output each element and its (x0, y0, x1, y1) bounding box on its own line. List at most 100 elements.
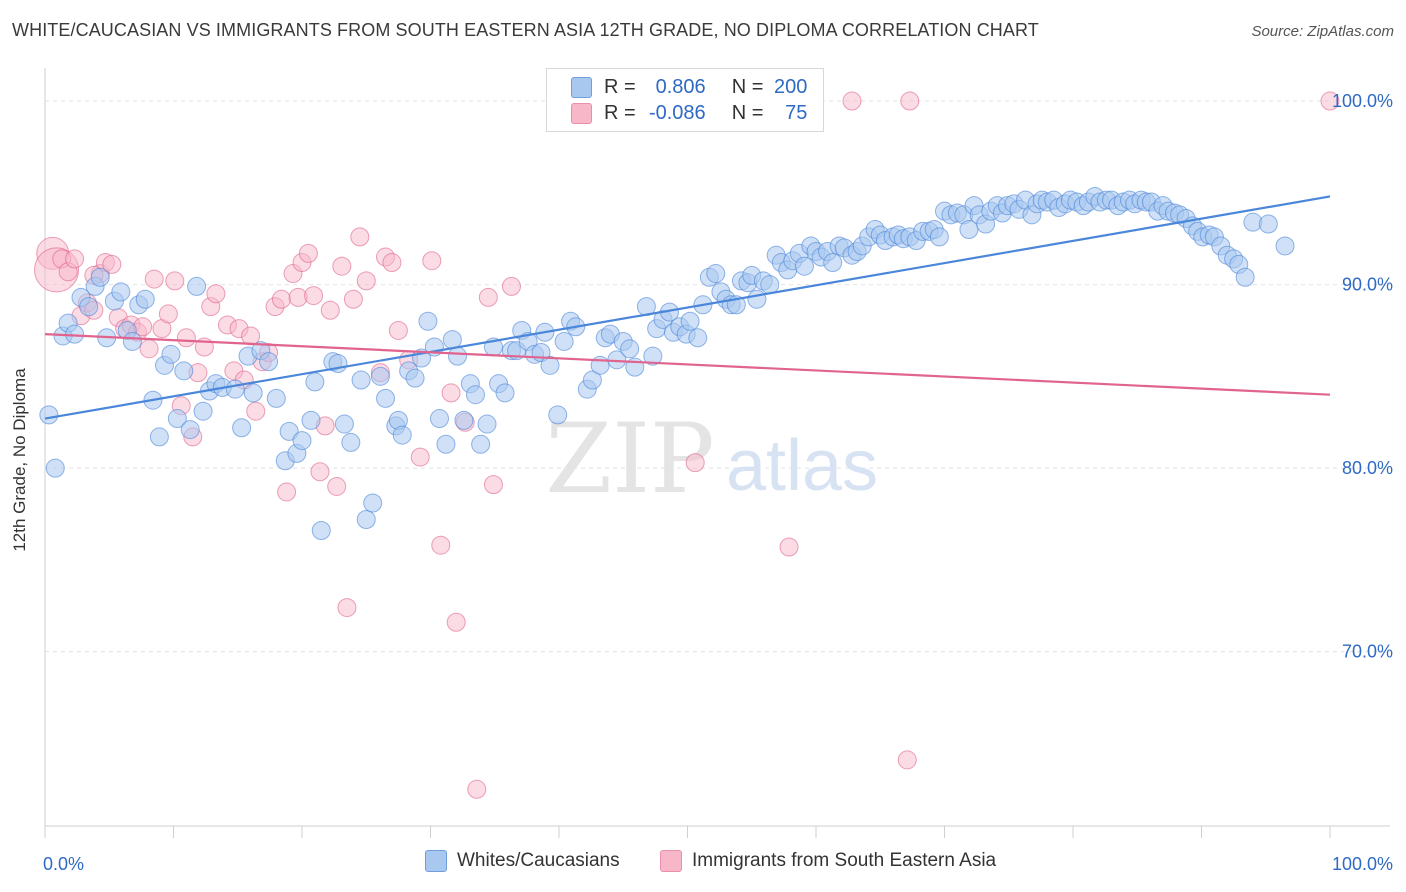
point-immigrants (422, 251, 442, 271)
legend-swatch-immigrants (571, 102, 592, 124)
point-immigrants (304, 286, 324, 306)
point-immigrants (343, 289, 363, 309)
point-whites (45, 458, 65, 478)
y-tick-label: 100.0% (1332, 91, 1393, 111)
point-whites (363, 493, 383, 513)
point-whites (436, 434, 456, 454)
point-immigrants (271, 289, 291, 309)
point-whites (232, 418, 252, 438)
point-immigrants (897, 750, 917, 770)
watermark: ZIP atlas (545, 403, 878, 515)
legend-n-value: 200 (774, 75, 808, 98)
chart-title: WHITE/CAUCASIAN VS IMMIGRANTS FROM SOUTH… (12, 20, 1039, 40)
x-tick-labels: 0.0% 100.0% (43, 854, 1393, 874)
point-whites (341, 432, 361, 452)
point-whites (167, 409, 187, 429)
point-immigrants (337, 598, 357, 618)
y-tick-labels: 70.0% 80.0% 90.0% 100.0% (1332, 91, 1393, 662)
point-immigrants (900, 91, 920, 111)
point-immigrants (102, 254, 122, 274)
point-immigrants (483, 475, 503, 495)
watermark-zip: ZIP (545, 403, 714, 515)
point-whites (292, 431, 312, 451)
point-immigrants (139, 339, 159, 359)
y-tick-label: 90.0% (1342, 275, 1393, 295)
point-immigrants (410, 447, 430, 467)
point-whites (334, 414, 354, 434)
point-immigrants (431, 535, 451, 555)
point-whites (351, 370, 371, 390)
point-whites (454, 410, 474, 430)
point-immigrants (144, 269, 164, 289)
point-whites (193, 401, 213, 421)
point-whites (122, 331, 142, 351)
point-whites (465, 385, 485, 405)
legend-n-label: N = (731, 101, 764, 124)
bottom-legend-whites: Whites/Caucasians (425, 850, 620, 872)
point-whites (1275, 236, 1295, 256)
legend-r-label: R = (604, 75, 636, 98)
point-whites (311, 521, 331, 541)
point-whites (471, 434, 491, 454)
bottom-legend-label-immigrants: Immigrants from South Eastern Asia (692, 850, 997, 871)
point-whites (392, 425, 412, 445)
point-immigrants (332, 256, 352, 276)
point-whites (405, 368, 425, 388)
x-tick-label: 100.0% (1332, 854, 1393, 874)
bottom-legend-swatch-whites (425, 850, 447, 872)
point-whites (135, 289, 155, 309)
watermark-atlas: atlas (726, 426, 878, 506)
point-immigrants (467, 779, 487, 799)
y-tick-label: 80.0% (1342, 458, 1393, 478)
point-whites (477, 414, 497, 434)
x-tick-label: 0.0% (43, 854, 84, 874)
point-whites (376, 388, 396, 408)
point-whites (548, 405, 568, 425)
legend-r-value: 0.806 (655, 75, 706, 98)
point-immigrants (241, 326, 261, 346)
bottom-legend-swatch-immigrants (660, 850, 682, 872)
point-whites (39, 405, 59, 425)
point-whites (442, 330, 462, 350)
legend-row-immigrants: R = -0.086 N = 75 (571, 100, 807, 126)
point-whites (429, 409, 449, 429)
point-whites (180, 420, 200, 440)
legend-n-value: 75 (785, 101, 808, 124)
point-whites (643, 346, 663, 366)
point-whites (706, 264, 726, 284)
point-immigrants (176, 328, 196, 348)
point-whites (174, 361, 194, 381)
point-whites (225, 379, 245, 399)
point-whites (540, 355, 560, 375)
y-tick-label: 70.0% (1342, 642, 1393, 662)
point-whites (161, 344, 181, 364)
point-whites (243, 383, 263, 403)
point-whites (149, 427, 169, 447)
point-whites (495, 383, 515, 403)
legend-r-value: -0.086 (648, 101, 706, 124)
point-immigrants (446, 612, 466, 632)
source-label: Source: ZipAtlas.com (1251, 23, 1394, 40)
point-immigrants (685, 453, 705, 473)
point-immigrants (298, 243, 318, 263)
point-immigrants (779, 537, 799, 557)
legend-swatch-whites (571, 76, 592, 98)
point-whites (90, 267, 110, 287)
point-immigrants (478, 287, 498, 307)
point-whites (370, 366, 390, 386)
point-whites (1258, 214, 1278, 234)
axes (44, 68, 1390, 838)
point-whites (187, 276, 207, 296)
point-whites (301, 410, 321, 430)
point-immigrants (158, 304, 178, 324)
point-whites (680, 311, 700, 331)
point-whites (929, 227, 949, 247)
point-immigrants (327, 476, 347, 496)
point-immigrants (277, 482, 297, 502)
bottom-legend-label-whites: Whites/Caucasians (457, 850, 620, 871)
point-whites (79, 297, 99, 317)
point-immigrants (842, 91, 862, 111)
point-whites (356, 509, 376, 529)
point-immigrants (65, 249, 85, 269)
point-whites (259, 352, 279, 372)
